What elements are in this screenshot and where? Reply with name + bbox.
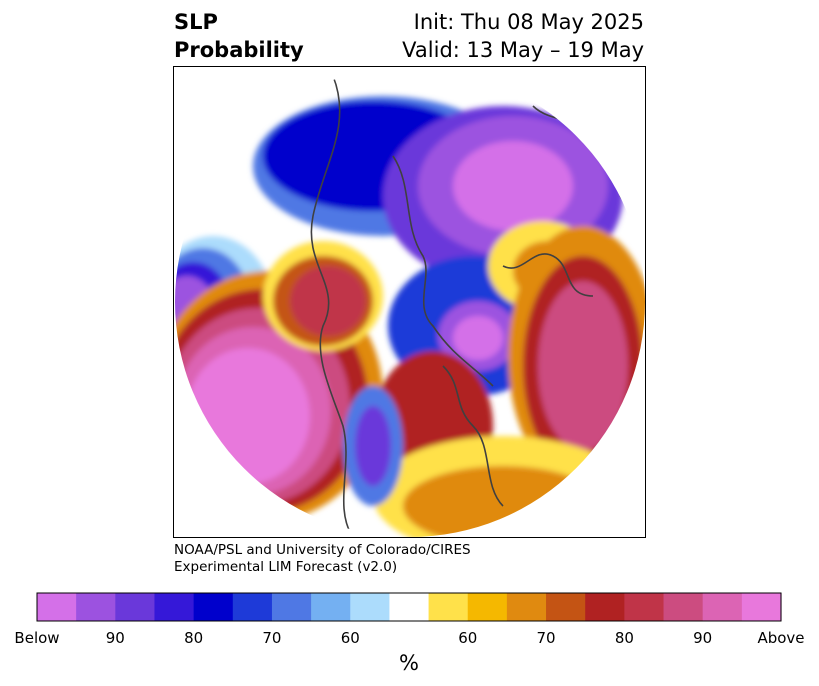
colorbar-swatch [154, 593, 195, 621]
colorbar-swatch [428, 593, 469, 621]
valid-range: Valid: 13 May – 19 May [402, 38, 644, 62]
colorbar-swatch [37, 593, 77, 621]
probability-map [173, 66, 646, 538]
colorbar-swatch [389, 593, 430, 621]
colorbar-border [36, 592, 782, 622]
colorbar-swatch [467, 593, 508, 621]
colorbar-swatch [232, 593, 273, 621]
colorbar-swatch [193, 593, 234, 621]
init-date: Init: Thu 08 May 2025 [413, 10, 644, 34]
forecast-dates: Init: Thu 08 May 2025 Valid: 13 May – 19… [402, 8, 644, 64]
colorbar-swatch [624, 593, 665, 621]
colorbar-swatch [663, 593, 704, 621]
colorbar-tick-label: 80 [184, 629, 204, 647]
credit: NOAA/PSL and University of Colorado/CIRE… [174, 542, 471, 576]
map-title: SLP Probability [174, 8, 304, 64]
colorbar-swatch [702, 593, 743, 621]
title-type: Probability [174, 38, 304, 62]
colorbar-tick-label: 60 [340, 629, 360, 647]
colorbar-swatch [271, 593, 312, 621]
title-variable: SLP [174, 10, 218, 34]
credit-line2: Experimental LIM Forecast (v2.0) [174, 559, 398, 575]
colorbar-swatch [585, 593, 625, 621]
colorbar-tick-label: Above [757, 629, 805, 647]
colorbar [36, 592, 782, 622]
credit-line1: NOAA/PSL and University of Colorado/CIRE… [174, 542, 471, 558]
colorbar-tick-label: 80 [614, 629, 634, 647]
colorbar-tick-label: Below [14, 629, 60, 647]
colorbar-unit: % [399, 651, 419, 675]
colorbar-tick-label: 70 [262, 629, 282, 647]
colorbar-swatch [506, 593, 547, 621]
colorbar-swatch [311, 593, 351, 621]
colorbar-tick-label: 70 [536, 629, 556, 647]
colorbar-tick-label: 90 [693, 629, 713, 647]
colorbar-swatch [546, 593, 586, 621]
colorbar-swatch [76, 593, 116, 621]
colorbar-swatch [741, 593, 782, 621]
colorbar-tick-label: 90 [105, 629, 125, 647]
colorbar-swatch [115, 593, 156, 621]
colorbar-swatch [350, 593, 391, 621]
colorbar-tick-label: 60 [458, 629, 478, 647]
probability-field [175, 67, 645, 537]
